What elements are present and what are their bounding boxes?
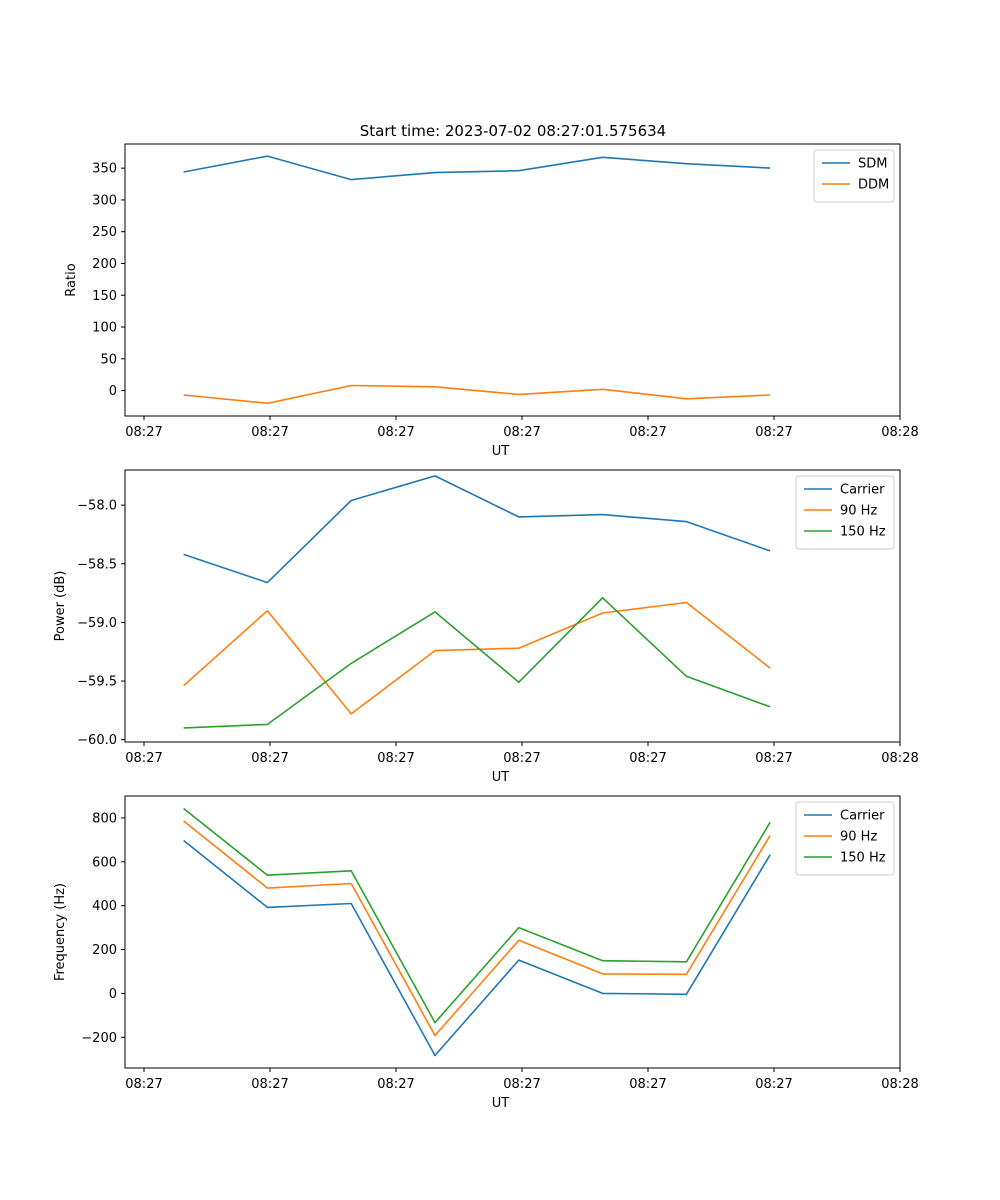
legend: SDM DDM xyxy=(813,149,895,203)
x-tick-label: 08:27 xyxy=(629,1077,666,1092)
x-tick-label: 08:27 xyxy=(251,751,288,766)
legend: Carrier 90 Hz 150 Hz xyxy=(795,801,895,876)
legend-label: SDM xyxy=(858,157,887,172)
y-tick-label: 300 xyxy=(92,193,117,208)
y-tick-label: −59.0 xyxy=(77,616,117,631)
y-tick-label: 150 xyxy=(92,289,117,304)
x-axis-label: UT xyxy=(492,770,510,785)
y-tick-label: 600 xyxy=(92,855,117,870)
y-tick-label: 100 xyxy=(92,321,117,336)
x-axis-label: UT xyxy=(492,1096,510,1111)
subplot-3: 08:27 08:27 08:27 08:27 08:27 08:27 08:28 −200 0… xyxy=(53,795,919,1111)
y-axis-label: Frequency (Hz) xyxy=(53,883,68,981)
y-axis-label: Ratio xyxy=(64,263,79,296)
x-tick-label: 08:28 xyxy=(881,751,918,766)
legend-label: 90 Hz xyxy=(840,504,877,519)
x-tick-label: 08:27 xyxy=(503,751,540,766)
series-line-90-hz xyxy=(183,820,771,1037)
y-tick-label: −58.0 xyxy=(77,499,117,514)
y-tick-label: 350 xyxy=(92,162,117,177)
x-axis-label: UT xyxy=(492,444,510,459)
x-tick-label: 08:27 xyxy=(503,425,540,440)
y-tick-label: 50 xyxy=(100,352,117,367)
legend-label: 150 Hz xyxy=(840,525,886,540)
y-tick-label: −200 xyxy=(81,1031,117,1046)
x-tick-label: 08:27 xyxy=(755,1077,792,1092)
legend-label: 90 Hz xyxy=(840,830,877,845)
x-tick-label: 08:27 xyxy=(251,1077,288,1092)
series-line-carrier xyxy=(183,475,771,584)
x-tick-label: 08:27 xyxy=(251,425,288,440)
x-tick-label: 08:27 xyxy=(629,425,666,440)
series-line-ddm xyxy=(183,384,771,405)
y-tick-label: 400 xyxy=(92,899,117,914)
legend-label: Carrier xyxy=(840,809,885,824)
x-tick-label: 08:28 xyxy=(881,425,918,440)
y-tick-label: 800 xyxy=(92,811,117,826)
y-tick-label: −59.5 xyxy=(77,675,117,690)
x-tick-label: 08:27 xyxy=(755,751,792,766)
series-line-sdm xyxy=(183,155,771,181)
legend-label: Carrier xyxy=(840,483,885,498)
x-tick-label: 08:27 xyxy=(377,425,414,440)
series-line-150-hz xyxy=(183,807,771,1024)
axes-frame xyxy=(124,795,901,1069)
x-tick-label: 08:27 xyxy=(377,751,414,766)
y-tick-label: 0 xyxy=(109,384,117,399)
axes-frame xyxy=(124,143,901,417)
legend-label: DDM xyxy=(858,178,889,193)
x-tick-label: 08:27 xyxy=(125,751,162,766)
series-line-150-hz xyxy=(183,596,771,729)
x-tick-label: 08:27 xyxy=(629,751,666,766)
y-axis-label: Power (dB) xyxy=(53,571,68,642)
axes-frame xyxy=(124,469,901,743)
x-tick-label: 08:27 xyxy=(377,1077,414,1092)
x-tick-label: 08:27 xyxy=(503,1077,540,1092)
chart-title: Start time: 2023-07-02 08:27:01.575634 xyxy=(360,122,666,140)
x-tick-label: 08:27 xyxy=(755,425,792,440)
subplot-2: 08:27 08:27 08:27 08:27 08:27 08:27 08:28 −60.0… xyxy=(53,469,919,785)
series-line-carrier xyxy=(183,839,771,1057)
y-tick-label: 250 xyxy=(92,225,117,240)
x-tick-label: 08:28 xyxy=(881,1077,918,1092)
y-tick-label: 200 xyxy=(92,257,117,272)
y-tick-label: 0 xyxy=(109,987,117,1002)
series-line-90-hz xyxy=(183,601,771,715)
legend-label: 150 Hz xyxy=(840,851,886,866)
y-tick-label: −60.0 xyxy=(77,733,117,748)
x-tick-label: 08:27 xyxy=(125,1077,162,1092)
y-tick-label: 200 xyxy=(92,943,117,958)
y-tick-label: −58.5 xyxy=(77,557,117,572)
subplot-1: 08:27 08:27 08:27 08:27 08:27 08:27 08:28 0 50 10… xyxy=(64,143,919,459)
x-tick-label: 08:27 xyxy=(125,425,162,440)
legend: Carrier 90 Hz 150 Hz xyxy=(795,475,895,550)
